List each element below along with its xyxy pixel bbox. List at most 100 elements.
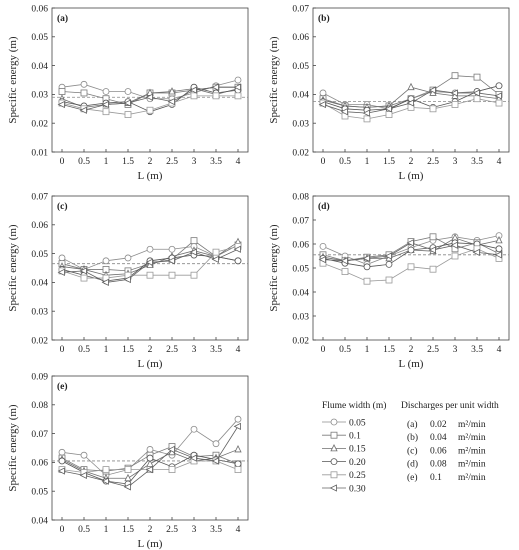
- data-point: [167, 257, 175, 265]
- y-tick-label: 0.04: [31, 279, 48, 289]
- data-point: [190, 425, 198, 433]
- data-point: [495, 245, 503, 253]
- discharge-panel: (c): [407, 445, 418, 456]
- legend-label: 0.30: [349, 484, 366, 494]
- data-point: [450, 241, 458, 249]
- x-tick-label: 0.5: [339, 157, 351, 167]
- data-point: [189, 248, 197, 256]
- data-point: [407, 246, 415, 254]
- chart-panel-b: 0.02 0.03 0.04 0.05 0.06 0.07 0 0.5 1 1.5 2 2.5 3 3.5…: [268, 4, 510, 182]
- data-point: [58, 457, 66, 465]
- x-tick-label: 1: [104, 525, 109, 535]
- y-tick-label: 0.06: [292, 240, 309, 250]
- x-tick-label: 0.5: [78, 525, 90, 535]
- data-point: [384, 105, 392, 113]
- x-tick-label: 0.5: [339, 345, 351, 355]
- data-point: [212, 92, 220, 100]
- data-point: [429, 105, 437, 113]
- legend-item: 0.30: [322, 484, 366, 494]
- legend-label: 0.05: [349, 418, 366, 428]
- x-tick-label: 0: [60, 345, 65, 355]
- legend-item: 0.05: [322, 418, 366, 428]
- data-point: [340, 108, 348, 116]
- data-point: [318, 255, 326, 264]
- data-point: [340, 257, 348, 265]
- data-point: [385, 260, 393, 268]
- data-point: [168, 87, 176, 95]
- data-point: [58, 254, 66, 262]
- y-tick-label: 0.05: [31, 250, 48, 260]
- x-tick-label: 4: [497, 345, 502, 355]
- data-point: [101, 100, 109, 109]
- x-tick-label: 1.5: [383, 345, 395, 355]
- y-axis-title: Specific energy (m): [268, 36, 280, 123]
- legend-marker: [329, 484, 337, 492]
- x-tick-label: 3: [453, 157, 458, 167]
- series-0.30: [318, 239, 502, 265]
- discharge-panel: (a): [407, 419, 418, 430]
- y-tick-label: 0.07: [31, 192, 48, 202]
- x-tick-label: 2: [148, 157, 153, 167]
- series-0.25: [319, 245, 503, 285]
- chart-panel-a: 0.01 0.02 0.03 0.04 0.05 0.06 0 0.5 1 1.5 2 2.5 3 3.5…: [7, 4, 249, 182]
- series-0.05: [58, 242, 242, 273]
- legend-marker: [330, 418, 338, 426]
- data-point: [473, 95, 481, 103]
- series-0.30: [57, 422, 241, 491]
- discharge-unit: m²/min: [458, 433, 486, 443]
- x-tick-label: 0.5: [78, 157, 90, 167]
- data-point: [234, 76, 242, 84]
- y-tick-label: 0.05: [292, 62, 309, 72]
- y-tick-label: 0.08: [292, 192, 309, 202]
- x-tick-label: 4: [497, 157, 502, 167]
- x-tick-label: 2.5: [427, 157, 439, 167]
- legend-label: 0.1: [349, 432, 361, 442]
- y-tick-label: 0.04: [31, 62, 48, 72]
- x-tick-label: 3.5: [210, 525, 222, 535]
- data-point: [79, 267, 87, 275]
- x-tick-label: 3.5: [471, 157, 483, 167]
- data-point: [384, 252, 392, 260]
- data-point: [234, 92, 242, 100]
- data-point: [472, 89, 480, 97]
- data-point: [407, 263, 415, 271]
- chart-panel-c: 0.02 0.03 0.04 0.05 0.06 0.07 0 0.5 1 1.5 2 2.5 3 3.5…: [7, 192, 249, 370]
- x-tick-label: 2.5: [427, 345, 439, 355]
- data-point: [234, 415, 242, 423]
- discharge-value: 0.04: [430, 433, 447, 443]
- data-point: [80, 451, 88, 459]
- y-tick-label: 0.02: [292, 148, 309, 158]
- legend-discharge-title: Discharges per unit width: [401, 401, 499, 411]
- data-point: [451, 252, 459, 260]
- legend-marker: [330, 444, 338, 452]
- y-tick-label: 0.02: [292, 336, 309, 346]
- data-point: [58, 448, 66, 456]
- x-tick-label: 4: [236, 157, 241, 167]
- data-point: [101, 278, 109, 287]
- legend-item: 0.20: [322, 458, 366, 468]
- data-point: [234, 445, 242, 453]
- x-tick-label: 1: [104, 345, 109, 355]
- discharge-value: 0.06: [430, 446, 447, 456]
- data-point: [407, 82, 415, 91]
- data-point: [167, 97, 175, 106]
- data-point: [102, 257, 110, 265]
- panel-label: (e): [57, 381, 68, 392]
- data-point: [145, 465, 153, 474]
- data-point: [57, 268, 65, 276]
- panel-label: (c): [57, 201, 68, 212]
- x-tick-label: 2: [409, 157, 414, 167]
- data-point: [190, 237, 198, 245]
- data-point: [168, 466, 176, 474]
- x-tick-label: 1: [104, 157, 109, 167]
- x-tick-label: 3.5: [210, 345, 222, 355]
- data-point: [146, 245, 154, 253]
- discharge-panel: (e): [407, 472, 418, 483]
- data-point: [406, 239, 414, 247]
- data-point: [57, 467, 65, 475]
- series-0.30: [57, 245, 241, 287]
- data-point: [124, 466, 132, 474]
- discharge-value: 0.1: [430, 473, 442, 483]
- data-point: [385, 111, 393, 118]
